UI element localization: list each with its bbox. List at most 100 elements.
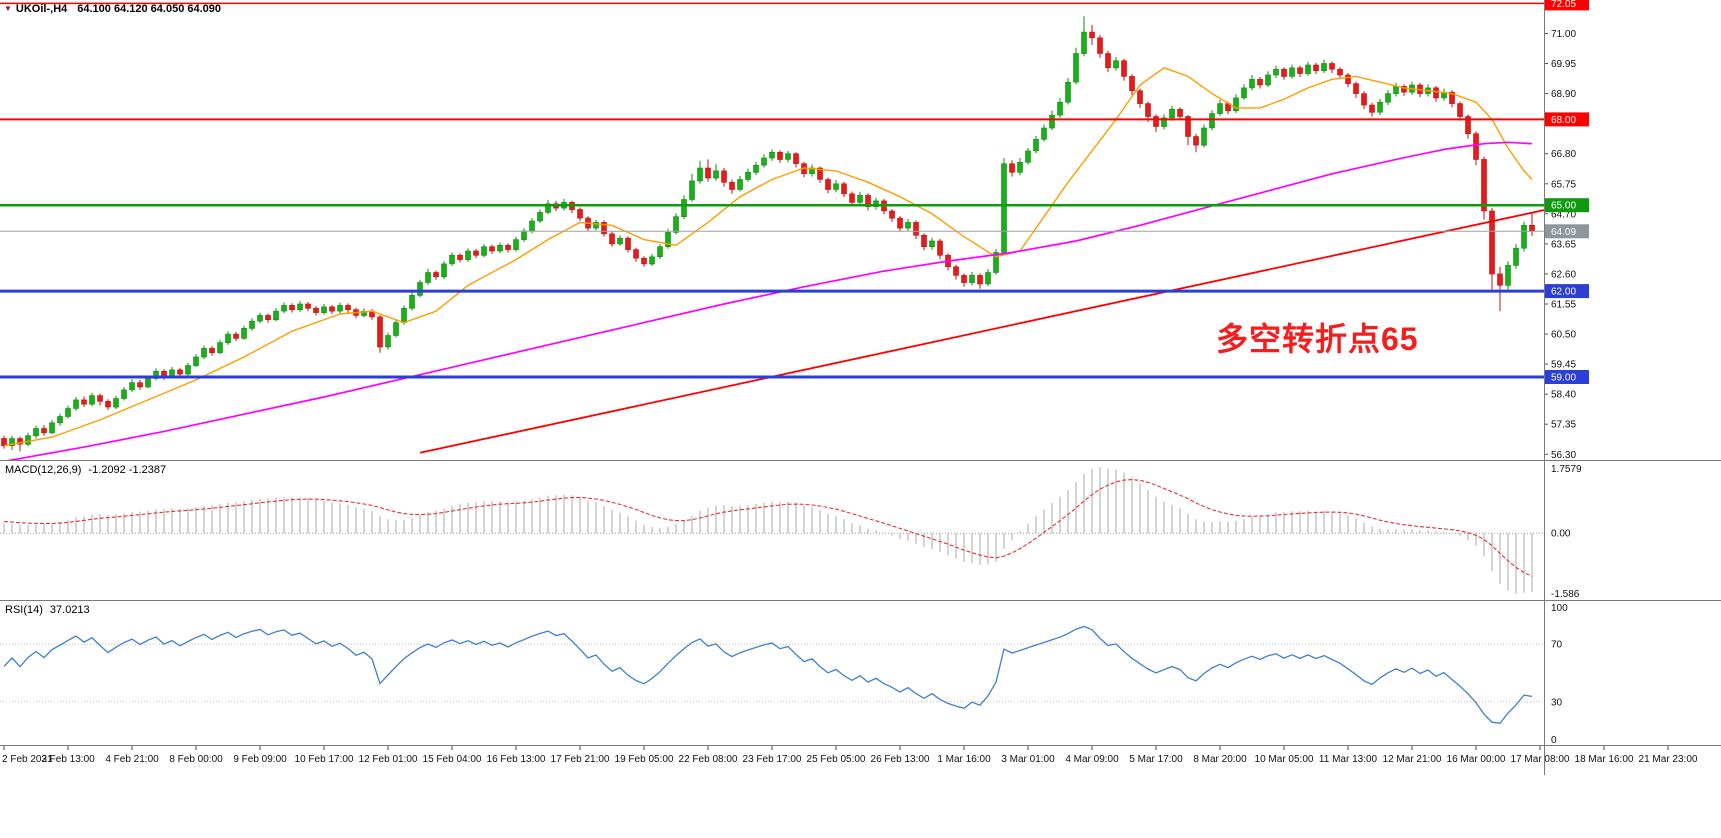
price-tick-label: 71.00 (1551, 29, 1576, 40)
candle-up (145, 378, 151, 388)
candle-up (649, 256, 655, 265)
candle-up (537, 212, 543, 222)
ma-fast-line (3, 67, 1533, 447)
macd-axis-top: 1.7579 (1551, 464, 1582, 475)
candle-up (753, 164, 759, 173)
symbol-period-label: UKOil-,H4 (15, 3, 68, 15)
candle-up (833, 183, 839, 190)
candle-up (689, 180, 695, 200)
candle-up (425, 272, 431, 283)
candle-up (1393, 86, 1399, 94)
candle-down (841, 183, 847, 195)
candle-down (505, 245, 511, 250)
candle-down (1345, 74, 1351, 84)
time-label: 17 Feb 21:00 (551, 754, 610, 765)
candle-down (1449, 91, 1455, 104)
price-annotation-text[interactable]: 多空转折点65 (1216, 321, 1419, 357)
time-label: 26 Feb 13:00 (871, 754, 930, 765)
candle-up (225, 333, 231, 344)
candle-up (65, 408, 71, 417)
candle-down (897, 217, 903, 229)
candle-down (1105, 53, 1111, 69)
price-label-box (1545, 224, 1589, 239)
candle-down (313, 307, 319, 313)
candle-up (745, 172, 751, 180)
candle-up (1033, 139, 1039, 152)
candle-up (1241, 87, 1247, 99)
time-label: 8 Feb 00:00 (169, 754, 223, 765)
time-label: 16 Feb 13:00 (487, 754, 546, 765)
support-trendline[interactable] (419, 208, 1556, 454)
candle-up (1273, 69, 1279, 76)
candle-down (1137, 90, 1143, 104)
price-label: 68.00 (1551, 115, 1576, 126)
price-label-box (1545, 112, 1589, 127)
candle-down (1281, 69, 1287, 77)
candle-up (1385, 93, 1391, 103)
candle-up (281, 305, 287, 312)
candle-down (1145, 103, 1151, 117)
candle-down (1177, 109, 1183, 117)
candle-up (985, 272, 991, 285)
candle-up (929, 240, 935, 247)
time-label: 11 Mar 13:00 (1319, 754, 1378, 765)
price-label-box (1545, 198, 1589, 213)
price-label-box (1545, 370, 1589, 384)
candle-up (417, 282, 423, 296)
candle-down (137, 382, 143, 388)
candle-up (1217, 103, 1223, 114)
candle-up (665, 232, 671, 247)
candle-down (977, 275, 983, 285)
price-tick-label: 62.60 (1551, 269, 1576, 280)
macd-values: -1.2092 -1.2387 (88, 464, 167, 476)
time-label: 8 Mar 20:00 (1193, 754, 1247, 765)
rsi-plot[interactable] (0, 625, 1544, 724)
candle-up (785, 153, 791, 160)
candle-up (257, 315, 263, 322)
price-tick-label: 64.70 (1551, 209, 1576, 220)
candle-down (1329, 63, 1335, 70)
candle-up (1161, 117, 1167, 127)
price-tick-label: 60.50 (1551, 330, 1576, 341)
candle-up (33, 428, 39, 436)
time-label: 2 Feb 2021 (2, 754, 53, 765)
time-label: 5 Mar 17:00 (1129, 754, 1183, 765)
candle-up (993, 252, 999, 273)
candle-down (633, 249, 639, 259)
rsi-axis-label: 100 (1551, 603, 1568, 614)
macd-plot[interactable] (0, 467, 1544, 594)
candle-up (513, 239, 519, 250)
collapse-triangle-icon[interactable]: ▼ (4, 4, 12, 13)
candle-up (969, 275, 975, 283)
price-tick-label: 68.90 (1551, 89, 1576, 100)
candle-up (673, 216, 679, 233)
candle-up (593, 222, 599, 229)
price-plot[interactable] (0, 2, 1556, 461)
candle-up (769, 152, 775, 159)
candle-up (441, 263, 447, 278)
candle-down (609, 233, 615, 245)
candle-up (73, 399, 79, 409)
candle-down (1353, 83, 1359, 94)
time-label: 1 Mar 16:00 (937, 754, 991, 765)
candle-up (1289, 67, 1295, 77)
candle-up (681, 199, 687, 218)
candle-up (393, 322, 399, 336)
price-tick-label: 61.55 (1551, 300, 1576, 311)
candle-down (41, 428, 47, 434)
macd-name: MACD(12,26,9) (5, 464, 82, 476)
time-label: 23 Feb 17:00 (743, 754, 802, 765)
candle-up (89, 395, 95, 405)
candle-down (1121, 60, 1127, 77)
candle-down (1529, 225, 1535, 232)
time-label: 10 Feb 17:00 (295, 754, 354, 765)
time-label: 3 Mar 01:00 (1001, 754, 1055, 765)
candle-down (209, 348, 215, 353)
macd-indicator-label: MACD(12,26,9) -1.2092 -1.2387 (5, 464, 166, 476)
candle-down (433, 272, 439, 278)
candle-up (1505, 265, 1511, 286)
candle-down (305, 303, 311, 309)
time-label: 18 Mar 16:00 (1575, 754, 1634, 765)
candle-down (729, 182, 735, 190)
